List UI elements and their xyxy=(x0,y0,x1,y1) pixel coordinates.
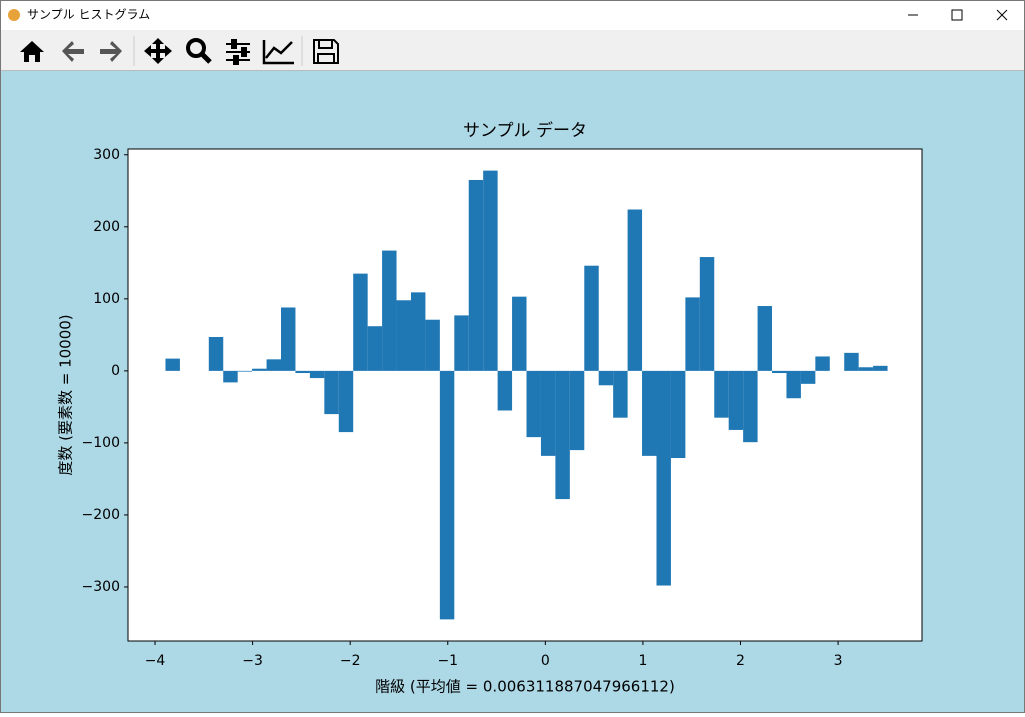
y-tick-label: −200 xyxy=(82,507,120,523)
bar xyxy=(569,370,585,451)
bar xyxy=(483,170,498,371)
bar xyxy=(699,257,715,371)
bar xyxy=(800,370,816,384)
zoom-button[interactable] xyxy=(186,38,206,58)
y-tick-label: 200 xyxy=(93,219,120,235)
bar xyxy=(743,370,758,443)
bar xyxy=(324,370,339,415)
bar xyxy=(223,370,238,383)
bar xyxy=(252,368,267,371)
y-axis-label: 度数 (要素数 = 10000) xyxy=(57,314,75,475)
bar xyxy=(598,370,614,386)
bar xyxy=(757,306,773,371)
x-tick-label: 1 xyxy=(638,653,647,669)
bar xyxy=(295,370,310,374)
bar xyxy=(266,359,282,371)
forward-button[interactable] xyxy=(100,41,122,62)
bar xyxy=(281,307,296,371)
configure-button[interactable] xyxy=(226,39,250,65)
pan-button[interactable] xyxy=(144,38,172,64)
y-tick-label: 300 xyxy=(93,147,120,163)
x-tick-label: −1 xyxy=(437,653,458,669)
y-tick-label: −300 xyxy=(82,579,120,595)
bar xyxy=(468,179,484,371)
x-tick-label: 2 xyxy=(736,653,745,669)
bar xyxy=(497,370,513,411)
x-tick-label: −2 xyxy=(340,653,361,669)
bar xyxy=(642,370,657,456)
bar xyxy=(685,297,700,371)
bar xyxy=(772,370,787,374)
bar xyxy=(584,265,599,371)
save-button[interactable] xyxy=(313,39,339,64)
x-tick-label: −3 xyxy=(242,653,263,669)
maximize-button[interactable] xyxy=(951,9,963,21)
close-button[interactable] xyxy=(996,9,1008,21)
x-tick-label: 0 xyxy=(541,653,550,669)
y-tick-label: −100 xyxy=(82,435,120,451)
title-bar xyxy=(1,1,1024,30)
bar xyxy=(454,315,469,371)
bar xyxy=(656,370,671,586)
y-tick-label: 0 xyxy=(111,363,120,379)
axes-frame xyxy=(127,148,923,642)
x-tick-label: −4 xyxy=(145,653,166,669)
chart-title: サンプル データ xyxy=(463,120,587,141)
bar xyxy=(627,209,643,371)
bar xyxy=(439,370,455,620)
bar xyxy=(815,356,830,371)
bar xyxy=(410,292,426,371)
bar xyxy=(396,300,411,371)
bar xyxy=(353,273,368,371)
bar xyxy=(526,370,541,438)
toolbar xyxy=(1,30,1024,70)
bar xyxy=(512,296,527,371)
bar xyxy=(844,352,859,371)
bar xyxy=(555,370,570,500)
back-button[interactable] xyxy=(62,41,84,62)
x-tick-label: 3 xyxy=(834,653,843,669)
bar xyxy=(208,337,224,371)
bar xyxy=(786,370,801,399)
bar xyxy=(425,319,440,371)
x-axis-label: 階級 (平均値 = 0.006311887047966112) xyxy=(375,678,675,696)
bar xyxy=(382,250,397,371)
bar xyxy=(367,326,383,371)
bar xyxy=(165,358,180,371)
bar xyxy=(613,370,628,418)
bar xyxy=(670,370,686,459)
bar xyxy=(714,370,729,418)
bar xyxy=(873,365,888,371)
bar xyxy=(858,367,874,371)
home-button[interactable] xyxy=(20,41,44,62)
window-title: サンプル ヒストグラム xyxy=(27,8,150,22)
bar xyxy=(237,370,253,372)
bar xyxy=(338,370,354,433)
bar xyxy=(728,370,744,430)
bar xyxy=(540,370,556,456)
bar xyxy=(309,370,325,379)
app-icon xyxy=(8,9,20,21)
y-tick-label: 100 xyxy=(93,291,120,307)
zoom-handle xyxy=(200,52,212,64)
plot-area xyxy=(128,149,922,641)
subplots-button[interactable] xyxy=(262,40,294,65)
